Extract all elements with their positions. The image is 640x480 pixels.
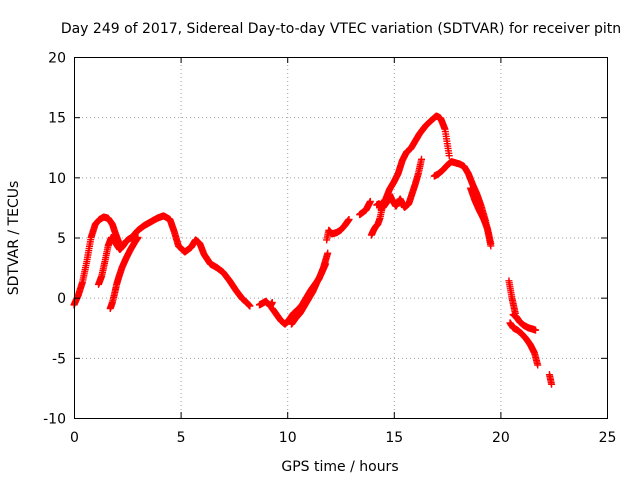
x-tick-label: 20: [492, 430, 510, 446]
data-series: [467, 184, 495, 248]
data-point: [345, 215, 353, 223]
data-point: [366, 197, 374, 205]
y-tick-label: 5: [57, 231, 66, 247]
data-point: [418, 155, 426, 163]
x-tick-label: 10: [279, 430, 297, 446]
data-series: [287, 260, 330, 328]
data-layer: [70, 112, 556, 388]
x-tick-label: 15: [385, 430, 403, 446]
x-tick-label: 25: [599, 430, 617, 446]
data-point: [268, 298, 276, 306]
data-point: [548, 380, 556, 388]
y-tick-label: -10: [43, 412, 66, 428]
y-tick-label: 0: [57, 291, 66, 307]
data-series: [505, 277, 519, 317]
y-tick-label: 15: [48, 111, 66, 127]
data-series: [95, 234, 137, 288]
y-tick-label: 20: [48, 51, 66, 67]
data-series: [506, 319, 542, 369]
chart-title: Day 249 of 2017, Sidereal Day-to-day VTE…: [61, 21, 621, 37]
data-point: [246, 302, 254, 310]
data-series: [323, 215, 353, 244]
x-axis-label: GPS time / hours: [281, 459, 398, 475]
data-point: [324, 249, 332, 257]
tick-layer: 0 5 10 15 20 25 -10 -5 0 5 10 15 20: [43, 51, 616, 447]
data-point: [534, 361, 542, 369]
data-point: [134, 234, 142, 241]
data-series: [545, 371, 556, 388]
x-tick-label: 5: [177, 430, 186, 446]
data-point: [487, 240, 495, 248]
data-point: [322, 260, 330, 268]
data-series: [509, 311, 540, 334]
data-point: [445, 152, 453, 160]
y-axis-label: SDTVAR / TECUs: [6, 181, 22, 296]
data-series: [356, 197, 374, 219]
y-tick-label: 10: [48, 171, 66, 187]
data-series: [377, 112, 453, 214]
data-point: [532, 326, 540, 334]
data-series: [106, 234, 142, 312]
x-tick-label: 0: [70, 430, 79, 446]
data-series: [130, 212, 254, 310]
y-tick-label: -5: [52, 351, 66, 367]
grid-layer: [74, 57, 607, 418]
